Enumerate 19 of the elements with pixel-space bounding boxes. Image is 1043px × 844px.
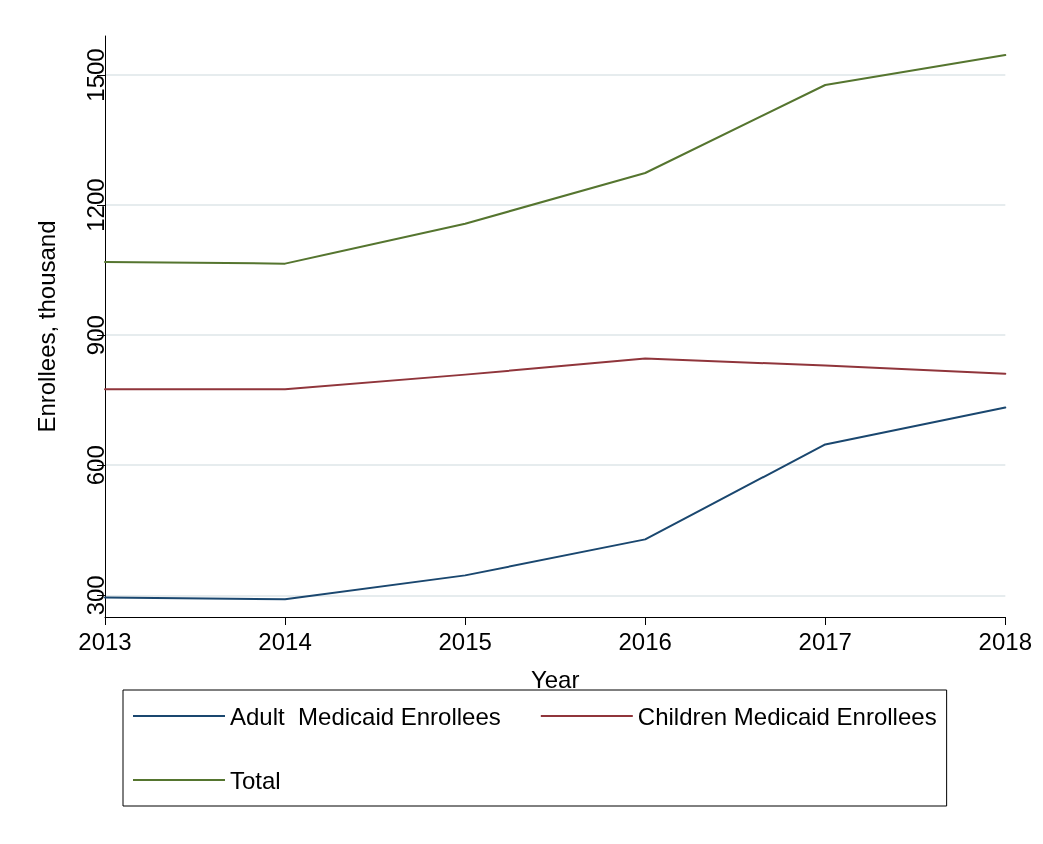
y-tick-label: 600 <box>81 445 109 486</box>
x-tick-label: 2013 <box>78 627 132 655</box>
line-series <box>104 406 1007 601</box>
x-tick-label: 2014 <box>258 627 312 655</box>
legend-label: Children Medicaid Enrollees <box>637 702 937 730</box>
line-series <box>104 357 1007 391</box>
y-tick-label: 900 <box>81 315 109 356</box>
y-tick-label: 1200 <box>81 178 109 232</box>
x-tick-label: 2016 <box>618 627 672 655</box>
x-tick-label: 2017 <box>798 627 852 655</box>
y-tick-label: 300 <box>81 575 109 616</box>
x-axis-title: Year <box>530 665 580 693</box>
x-tick-label: 2015 <box>438 627 492 655</box>
x-tick-label: 2018 <box>978 627 1032 655</box>
y-axis-title: Enrollees, thousand <box>32 220 60 433</box>
line-series <box>104 54 1007 265</box>
legend-label: Total <box>230 766 281 794</box>
y-tick-label: 1500 <box>81 48 109 102</box>
legend-label: Adult Medicaid Enrollees <box>230 702 501 730</box>
